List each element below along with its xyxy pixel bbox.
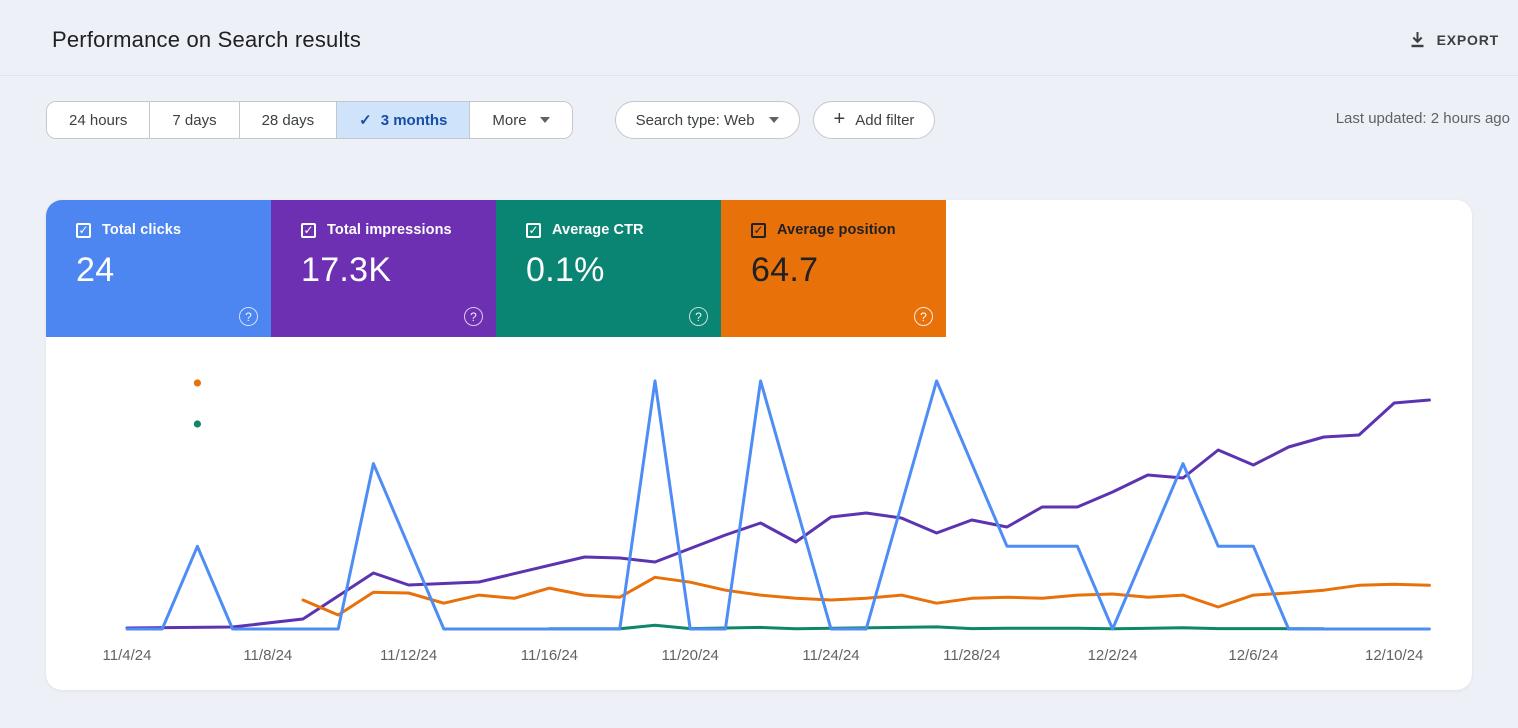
checkbox-average-position[interactable]: ✓ <box>751 222 766 238</box>
x-axis-tick: 11/8/24 <box>243 647 293 664</box>
date-range-3-months[interactable]: ✓ 3 months <box>337 102 471 138</box>
x-axis-tick: 11/24/24 <box>802 647 860 664</box>
x-axis-tick: 11/4/24 <box>102 647 152 664</box>
metric-value: 24 <box>76 251 115 289</box>
help-icon[interactable]: ? <box>914 307 933 326</box>
date-range-group: 24 hours 7 days 28 days ✓ 3 months More <box>46 101 573 139</box>
add-filter-label: Add filter <box>855 111 915 129</box>
checkmark-icon: ✓ <box>303 223 314 237</box>
chart-line-position <box>301 575 1431 617</box>
x-axis-tick: 12/6/24 <box>1228 647 1279 664</box>
date-range-28-days[interactable]: 28 days <box>239 102 338 138</box>
search-type-dropdown[interactable]: Search type: Web <box>614 101 800 139</box>
chevron-down-icon <box>768 117 779 123</box>
chart-line-clicks <box>125 379 1431 631</box>
chart-line-impressions <box>125 398 1431 630</box>
plus-icon: + <box>833 108 846 130</box>
checkmark-icon: ✓ <box>753 223 764 237</box>
page-title: Performance on Search results <box>52 27 362 52</box>
help-icon[interactable]: ? <box>239 307 258 326</box>
metric-cards-row: ✓ Total clicks 24 ? ✓ Total impressions … <box>46 200 1472 337</box>
x-axis-tick: 11/16/24 <box>520 647 579 664</box>
add-filter-button[interactable]: + Add filter <box>812 101 936 139</box>
checkbox-total-clicks[interactable]: ✓ <box>76 222 91 238</box>
x-axis-tick: 11/12/24 <box>379 647 438 664</box>
metric-card-average-position[interactable]: ✓ Average position 64.7 ? <box>721 200 946 337</box>
metric-card-total-impressions[interactable]: ✓ Total impressions 17.3K ? <box>271 200 496 337</box>
x-axis-tick: 11/28/24 <box>943 647 1001 664</box>
header-divider <box>0 75 1518 76</box>
metric-value: 64.7 <box>751 251 819 289</box>
date-range-label: 24 hours <box>69 111 128 129</box>
metric-label: Total clicks <box>102 222 182 238</box>
chevron-down-icon <box>539 117 550 123</box>
metric-label: Total impressions <box>327 222 452 238</box>
export-label: EXPORT <box>1436 31 1499 48</box>
metric-card-total-clicks[interactable]: ✓ Total clicks 24 ? <box>46 200 271 337</box>
filters-toolbar: 24 hours 7 days 28 days ✓ 3 months More … <box>46 101 936 139</box>
metric-card-average-ctr[interactable]: ✓ Average CTR 0.1% ? <box>496 200 721 337</box>
date-range-label: 3 months <box>380 111 448 129</box>
metric-label: Average CTR <box>552 222 644 238</box>
performance-chart-card: ✓ Total clicks 24 ? ✓ Total impressions … <box>46 200 1472 690</box>
help-icon[interactable]: ? <box>464 307 483 326</box>
x-axis-tick: 11/20/24 <box>661 647 719 664</box>
export-button[interactable]: EXPORT <box>1406 24 1501 55</box>
help-icon[interactable]: ? <box>689 307 708 326</box>
x-axis-tick: 12/2/24 <box>1087 647 1138 664</box>
checkbox-average-ctr[interactable]: ✓ <box>526 222 541 238</box>
date-range-label: 28 days <box>261 111 315 129</box>
metric-value: 17.3K <box>301 251 392 289</box>
checkmark-icon: ✓ <box>528 223 539 237</box>
performance-line-chart[interactable] <box>46 340 1472 690</box>
x-axis-tick: 12/10/24 <box>1364 647 1424 664</box>
last-updated-text: Last updated: 2 hours ago <box>1335 110 1510 127</box>
metric-label: Average position <box>777 222 896 238</box>
x-axis-tick-labels: 11/4/24 11/8/24 11/12/24 11/16/24 11/20/24 11… <box>46 647 1472 667</box>
checkmark-icon: ✓ <box>359 111 372 129</box>
download-icon <box>1411 32 1424 48</box>
checkbox-total-impressions[interactable]: ✓ <box>301 222 316 238</box>
checkmark-icon: ✓ <box>78 223 89 237</box>
date-range-24-hours[interactable]: 24 hours <box>47 102 151 138</box>
chart-point-position <box>193 379 201 387</box>
chart-point-ctr <box>193 420 201 428</box>
date-range-more-button[interactable]: More <box>470 102 572 138</box>
search-type-label: Search type: Web <box>635 111 755 129</box>
chart-line-ctr <box>547 623 1326 631</box>
more-label: More <box>492 111 527 129</box>
metric-value: 0.1% <box>526 251 605 289</box>
date-range-label: 7 days <box>172 111 217 129</box>
date-range-7-days[interactable]: 7 days <box>150 102 240 138</box>
